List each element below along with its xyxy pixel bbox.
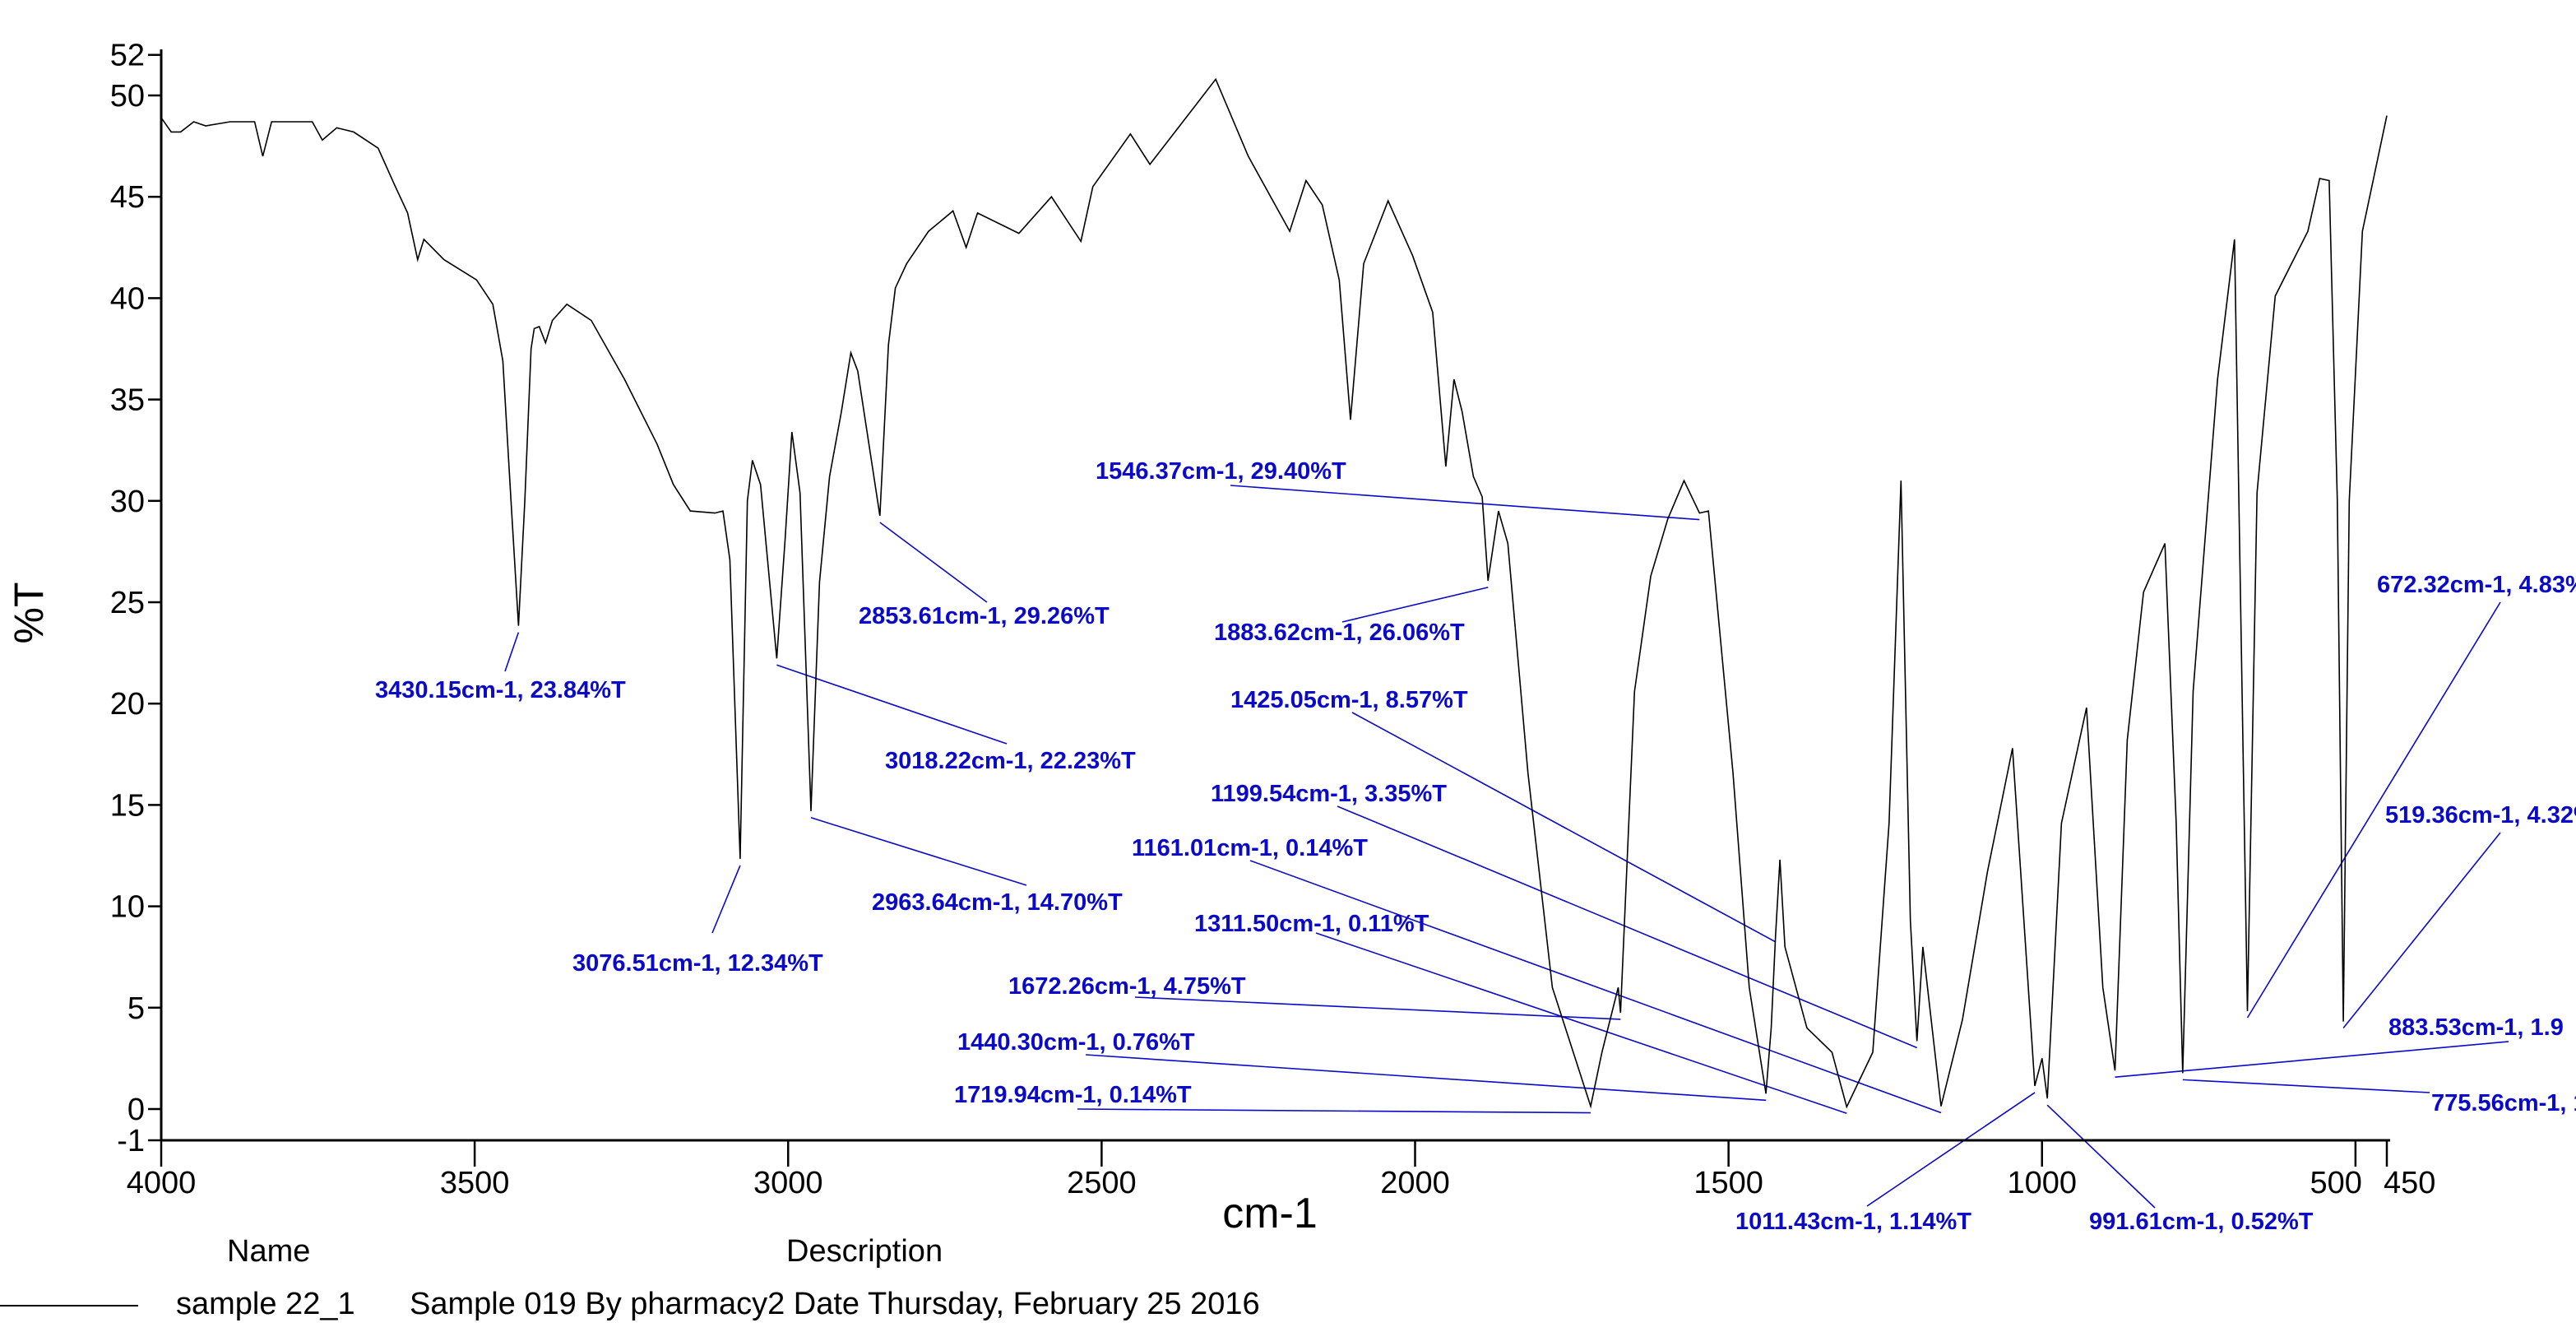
- annotation-label: 1161.01cm-1, 0.14%T: [1132, 835, 1368, 861]
- annotation-label: 1011.43cm-1, 1.14%T: [1735, 1209, 1971, 1235]
- x-tick-label: 500: [2310, 1166, 2361, 1200]
- y-tick-label: 45: [110, 180, 145, 215]
- annotation-leader-line: [1230, 485, 1700, 521]
- y-tick-label: 10: [110, 890, 145, 925]
- annotation-label: 519.36cm-1, 4.32%T: [2385, 802, 2576, 828]
- x-tick-label: 450: [2384, 1166, 2435, 1200]
- peak-annotation: 1425.05cm-1, 8.57%T: [1230, 687, 1777, 943]
- peak-annotation: 1719.94cm-1, 0.14%T: [954, 1082, 1591, 1114]
- annotation-leader-line: [1341, 587, 1489, 623]
- peak-annotation: 519.36cm-1, 4.32%T: [2342, 802, 2576, 1029]
- peak-annotation: 1011.43cm-1, 1.14%T: [1735, 1092, 2036, 1235]
- annotation-leader-line: [810, 817, 1027, 886]
- annotation-leader-line: [1315, 932, 1847, 1115]
- annotation-label: 2853.61cm-1, 29.26%T: [859, 603, 1110, 629]
- y-tick-label: -1: [117, 1124, 145, 1158]
- annotation-label: 1883.62cm-1, 26.06%T: [1214, 620, 1465, 646]
- peak-annotation: 1199.54cm-1, 3.35%T: [1211, 781, 1917, 1049]
- annotation-leader-line: [1337, 805, 1917, 1049]
- x-tick-label: 3500: [440, 1166, 510, 1200]
- peak-annotation: 2963.64cm-1, 14.70%T: [810, 817, 1123, 916]
- y-tick-label: 50: [110, 79, 145, 114]
- peak-annotation: 1883.62cm-1, 26.06%T: [1214, 587, 1489, 646]
- y-axis-title: %T: [6, 582, 52, 644]
- peak-annotation: 3018.22cm-1, 22.23%T: [776, 664, 1136, 774]
- annotation-leader-line: [1351, 712, 1777, 943]
- annotation-label: 883.53cm-1, 1.9: [2388, 1014, 2564, 1041]
- spectrum-line: [160, 77, 2388, 1109]
- x-tick-label: 1000: [2007, 1166, 2077, 1200]
- x-tick-label: 4000: [127, 1166, 197, 1200]
- peak-annotation: 672.32cm-1, 4.83%T: [2246, 572, 2576, 1019]
- ticks: 4000 3500 3000 2500 2000 1500 1000 500 450 -10 5 10…: [110, 39, 2436, 1200]
- annotation-label: 1672.26cm-1, 4.75%T: [1008, 973, 1246, 1000]
- annotation-label: 775.56cm-1, 1.77%T: [2431, 1090, 2576, 1116]
- annotation-label: 672.32cm-1, 4.83%T: [2377, 572, 2576, 598]
- annotation-leader-line: [2182, 1079, 2430, 1093]
- legend-entry-description: Sample 019 By pharmacy2 Date Thursday, F…: [410, 1287, 1260, 1321]
- annotation-leader-line: [2115, 1041, 2509, 1078]
- peak-annotation: 3430.15cm-1, 23.84%T: [375, 632, 626, 703]
- peak-annotation: 2853.61cm-1, 29.26%T: [859, 522, 1110, 629]
- y-tick-label: 15: [110, 788, 145, 823]
- annotation-leader-line: [1085, 1054, 1767, 1102]
- x-tick-label: 1500: [1693, 1166, 1763, 1200]
- annotation-label: 3076.51cm-1, 12.34%T: [572, 950, 823, 977]
- peak-annotation: 991.61cm-1, 0.52%T: [2046, 1104, 2314, 1235]
- legend-entry-name: sample 22_1: [176, 1287, 355, 1321]
- x-tick-label: 2000: [1380, 1166, 1450, 1200]
- annotation-leader-line: [504, 632, 520, 672]
- annotation-leader-line: [2246, 601, 2501, 1019]
- annotation-label: 1440.30cm-1, 0.76%T: [957, 1029, 1195, 1056]
- y-tick-label: 35: [110, 383, 145, 418]
- y-tick-label: 40: [110, 281, 145, 316]
- peak-annotation: 1546.37cm-1, 29.40%T: [1096, 458, 1700, 521]
- legend-description-header: Description: [786, 1234, 943, 1269]
- x-axis-title: cm-1: [1222, 1190, 1318, 1237]
- y-tick-label: 52: [110, 39, 145, 73]
- peak-annotation: 1311.50cm-1, 0.11%T: [1194, 911, 1847, 1115]
- annotation-label: 1425.05cm-1, 8.57%T: [1230, 687, 1468, 713]
- x-tick-label: 2500: [1067, 1166, 1137, 1200]
- y-tick-label: 5: [127, 991, 145, 1026]
- annotation-label: 1311.50cm-1, 0.11%T: [1194, 911, 1429, 937]
- annotation-leader-line: [776, 664, 1008, 745]
- x-tick-label: 3000: [753, 1166, 823, 1200]
- annotation-label: 991.61cm-1, 0.52%T: [2089, 1209, 2314, 1235]
- annotation-leader-line: [1077, 1108, 1591, 1114]
- annotation-label: 1199.54cm-1, 3.35%T: [1211, 781, 1447, 807]
- y-tick-label: 20: [110, 687, 145, 722]
- peak-annotation: 1672.26cm-1, 4.75%T: [1008, 973, 1621, 1020]
- annotation-label: 1546.37cm-1, 29.40%T: [1096, 458, 1346, 485]
- annotation-label: 1719.94cm-1, 0.14%T: [954, 1082, 1192, 1108]
- annotation-leader-line: [879, 522, 988, 603]
- annotation-label: 3018.22cm-1, 22.23%T: [885, 748, 1136, 774]
- annotations: 3430.15cm-1, 23.84%T 3076.51cm-1, 12.34%T…: [375, 458, 2576, 1235]
- annotation-leader-line: [2046, 1104, 2156, 1209]
- peak-annotation: 1161.01cm-1, 0.14%T: [1132, 835, 1942, 1114]
- annotation-leader-line: [1866, 1092, 2036, 1207]
- y-tick-label: 0: [127, 1093, 145, 1127]
- peak-annotation: 775.56cm-1, 1.77%T: [2182, 1079, 2576, 1116]
- peak-annotation: 3076.51cm-1, 12.34%T: [572, 865, 823, 977]
- y-tick-label: 30: [110, 485, 145, 519]
- peak-annotation: 883.53cm-1, 1.9: [2115, 1014, 2564, 1078]
- annotation-label: 2963.64cm-1, 14.70%T: [872, 889, 1123, 916]
- legend-name-header: Name: [227, 1234, 310, 1269]
- annotation-leader-line: [1249, 860, 1942, 1114]
- annotation-leader-line: [2342, 832, 2501, 1029]
- annotation-label: 3430.15cm-1, 23.84%T: [375, 677, 626, 703]
- peak-annotation: 1440.30cm-1, 0.76%T: [957, 1029, 1767, 1102]
- y-tick-label: 25: [110, 586, 145, 620]
- annotation-leader-line: [711, 865, 741, 934]
- annotation-leader-line: [1134, 996, 1621, 1020]
